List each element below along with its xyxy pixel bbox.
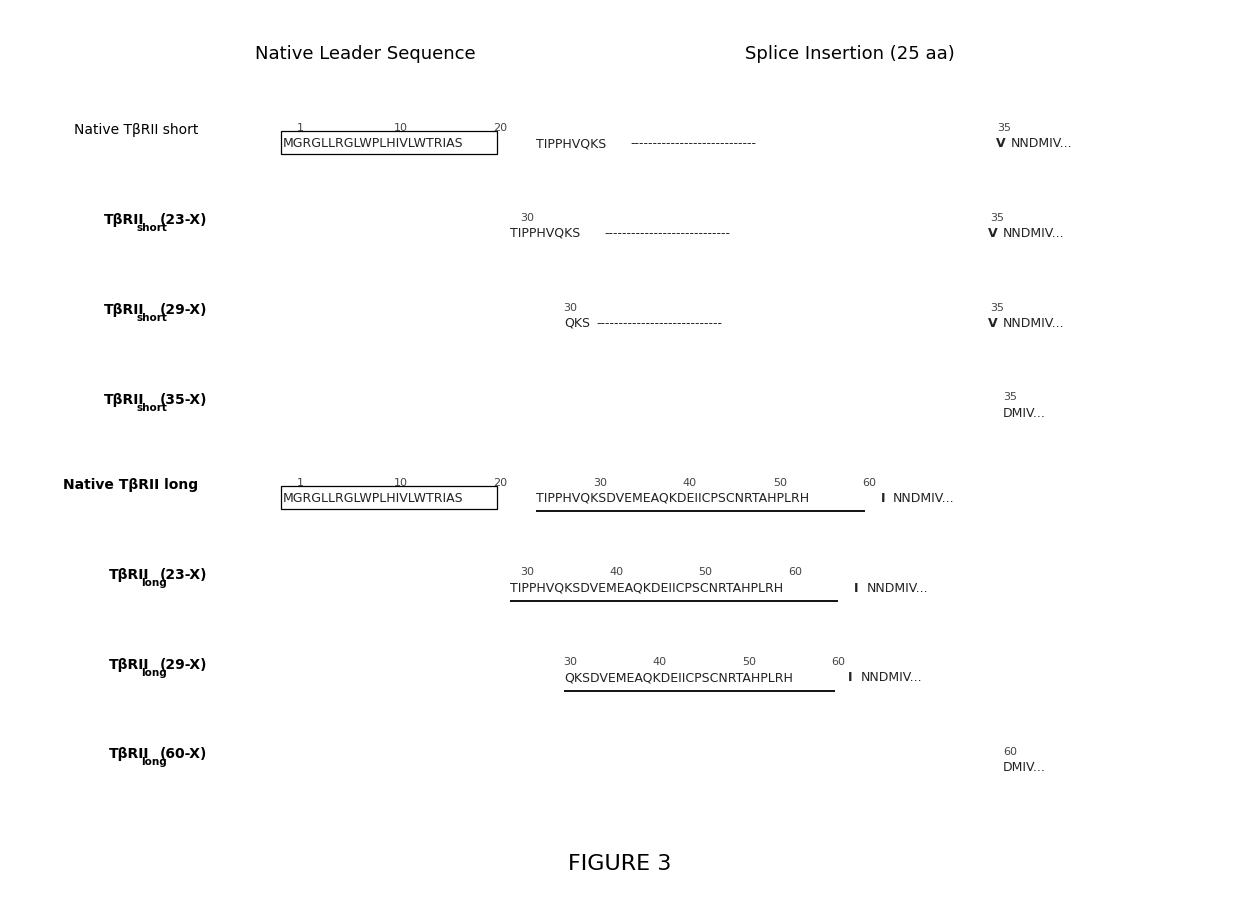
Text: TβRII: TβRII <box>109 657 149 672</box>
Text: (60-X): (60-X) <box>160 747 207 762</box>
Text: FIGURE 3: FIGURE 3 <box>568 854 672 874</box>
Text: 20: 20 <box>492 123 507 133</box>
Text: NNDMIV...: NNDMIV... <box>861 672 923 684</box>
Text: NNDMIV...: NNDMIV... <box>867 582 929 594</box>
Text: TIPPHVQKS: TIPPHVQKS <box>510 227 580 240</box>
Text: 1: 1 <box>296 478 304 488</box>
Text: (29-X): (29-X) <box>160 657 207 672</box>
Text: 35: 35 <box>1003 392 1018 402</box>
Text: (23-X): (23-X) <box>160 213 207 227</box>
Text: 10: 10 <box>393 123 408 133</box>
Text: DMIV...: DMIV... <box>1003 407 1047 419</box>
Text: 50: 50 <box>742 657 756 667</box>
Text: long: long <box>141 667 166 678</box>
Text: 35: 35 <box>990 213 1004 223</box>
Text: I: I <box>880 492 885 505</box>
Text: 30: 30 <box>563 303 578 313</box>
Text: QKSDVEMEAQKDEIICPSCNRTAHPLRH: QKSDVEMEAQKDEIICPSCNRTAHPLRH <box>564 672 794 684</box>
Text: short: short <box>136 402 167 413</box>
Text: V: V <box>996 137 1006 150</box>
Text: 35: 35 <box>990 303 1004 313</box>
Text: QKS: QKS <box>564 317 590 330</box>
Text: 40: 40 <box>682 478 697 488</box>
Text: MGRGLLRGLWPLHIVLWTRIAS: MGRGLLRGLWPLHIVLWTRIAS <box>283 492 464 505</box>
Text: MGRGLLRGLWPLHIVLWTRIAS: MGRGLLRGLWPLHIVLWTRIAS <box>283 137 464 150</box>
Text: TβRII: TβRII <box>104 392 144 407</box>
Text: NNDMIV...: NNDMIV... <box>1011 137 1073 150</box>
Text: 30: 30 <box>520 213 534 223</box>
Text: 10: 10 <box>393 478 408 488</box>
Text: Native Leader Sequence: Native Leader Sequence <box>255 45 476 63</box>
Text: 20: 20 <box>492 478 507 488</box>
Text: 30: 30 <box>593 478 608 488</box>
Text: (35-X): (35-X) <box>160 392 207 407</box>
Text: NNDMIV...: NNDMIV... <box>1003 317 1065 330</box>
Text: TβRII: TβRII <box>104 303 144 317</box>
Text: (23-X): (23-X) <box>160 568 207 582</box>
Text: I: I <box>854 582 859 594</box>
Text: NNDMIV...: NNDMIV... <box>1003 227 1065 240</box>
Text: NNDMIV...: NNDMIV... <box>893 492 955 505</box>
Text: ----------------------------: ---------------------------- <box>596 317 723 330</box>
Text: 50: 50 <box>773 478 787 488</box>
Text: short: short <box>136 313 167 323</box>
Text: TIPPHVQKSDVEMEAQKDEIICPSCNRTAHPLRH: TIPPHVQKSDVEMEAQKDEIICPSCNRTAHPLRH <box>510 582 782 594</box>
Text: 30: 30 <box>563 657 578 667</box>
Text: long: long <box>141 757 166 768</box>
Text: Native TβRII long: Native TβRII long <box>63 478 198 492</box>
Text: 60: 60 <box>787 568 802 577</box>
Text: TβRII: TβRII <box>109 568 149 582</box>
Text: long: long <box>141 577 166 588</box>
Text: 30: 30 <box>520 568 534 577</box>
Text: I: I <box>848 672 853 684</box>
Text: 50: 50 <box>698 568 713 577</box>
Text: TβRII: TβRII <box>104 213 144 227</box>
Text: 60: 60 <box>831 657 846 667</box>
Text: ----------------------------: ---------------------------- <box>630 137 756 150</box>
Text: short: short <box>136 223 167 233</box>
Text: Native TβRII short: Native TβRII short <box>74 123 198 137</box>
Text: 1: 1 <box>296 123 304 133</box>
Text: 40: 40 <box>652 657 667 667</box>
Text: 60: 60 <box>1003 747 1018 757</box>
Text: TIPPHVQKS: TIPPHVQKS <box>536 137 606 150</box>
Text: 35: 35 <box>997 123 1012 133</box>
Text: TIPPHVQKSDVEMEAQKDEIICPSCNRTAHPLRH: TIPPHVQKSDVEMEAQKDEIICPSCNRTAHPLRH <box>536 492 808 505</box>
Text: Splice Insertion (25 aa): Splice Insertion (25 aa) <box>744 45 955 63</box>
Text: V: V <box>988 317 998 330</box>
Text: 40: 40 <box>609 568 624 577</box>
Text: V: V <box>988 227 998 240</box>
Text: ----------------------------: ---------------------------- <box>604 227 730 240</box>
Text: DMIV...: DMIV... <box>1003 762 1047 774</box>
Text: TβRII: TβRII <box>109 747 149 762</box>
Text: 60: 60 <box>862 478 877 488</box>
Text: (29-X): (29-X) <box>160 303 207 317</box>
